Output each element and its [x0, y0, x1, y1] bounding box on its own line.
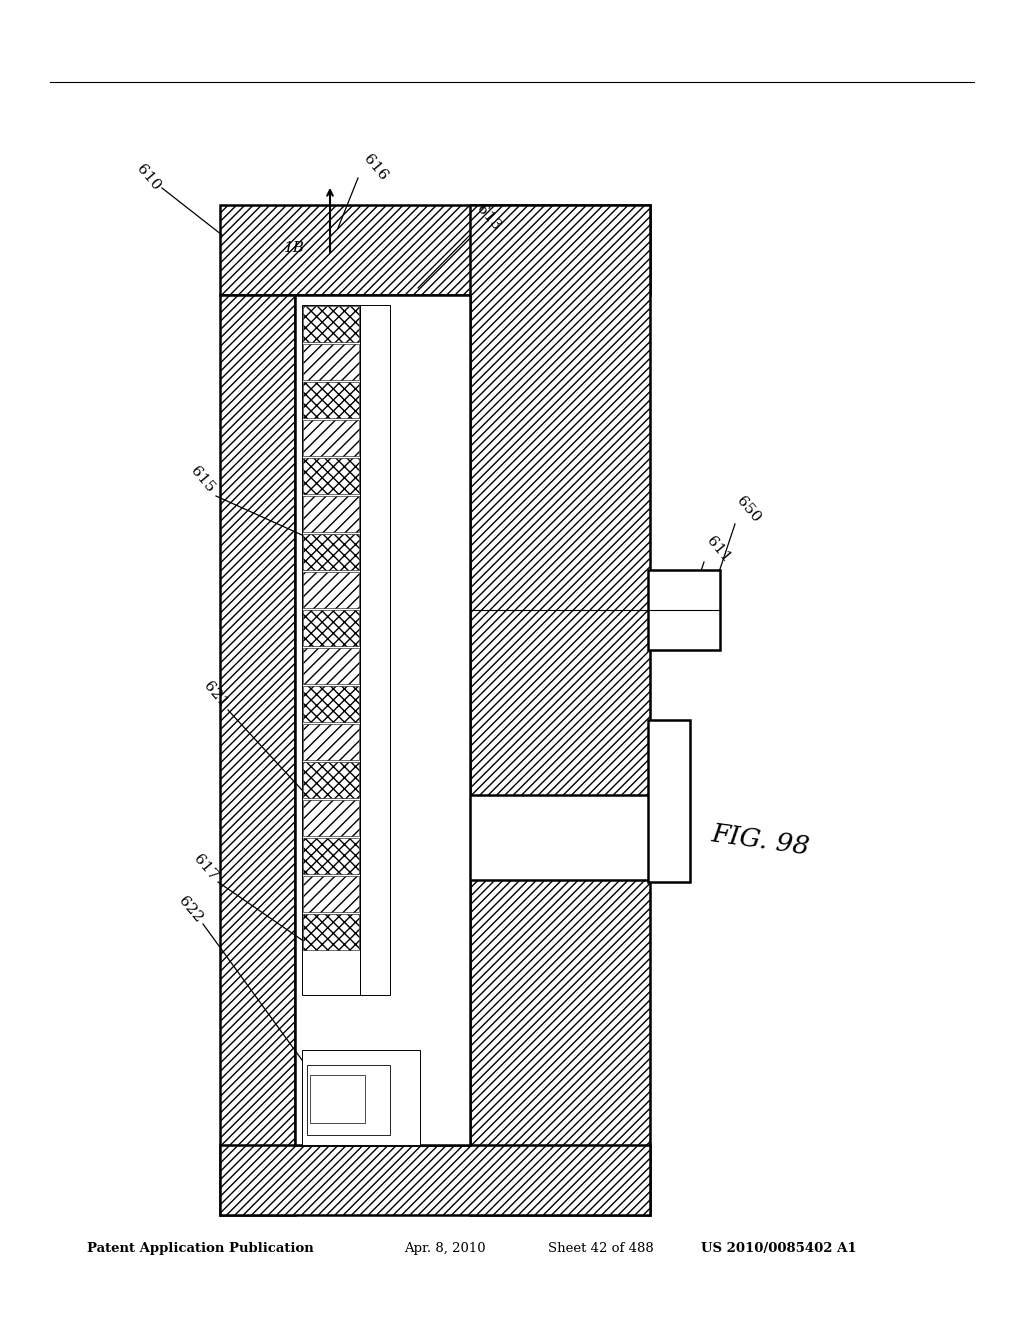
Text: 616: 616 [360, 152, 390, 183]
Bar [307, 1065, 390, 1135]
Bar [303, 876, 359, 912]
Bar [303, 610, 359, 645]
Bar [648, 570, 720, 649]
Text: Patent Application Publication: Patent Application Publication [87, 1242, 313, 1254]
Text: 650: 650 [733, 495, 763, 525]
Text: 610: 610 [133, 162, 163, 194]
Bar [302, 1049, 420, 1144]
Bar [303, 381, 359, 418]
Bar [360, 305, 390, 995]
Bar [220, 1144, 650, 1214]
Bar [310, 1074, 365, 1123]
Bar [303, 458, 359, 494]
Text: US 2010/0085402 A1: US 2010/0085402 A1 [701, 1242, 857, 1254]
Text: 617: 617 [190, 853, 220, 883]
Text: 622: 622 [175, 894, 205, 925]
Text: 615: 615 [187, 465, 217, 495]
Bar [303, 800, 359, 836]
Text: FIG. 98: FIG. 98 [710, 821, 811, 859]
Bar [470, 880, 650, 1214]
Bar [303, 535, 359, 570]
Text: 1B: 1B [284, 242, 305, 255]
Bar [648, 719, 690, 882]
Bar [295, 294, 470, 1144]
Bar [303, 420, 359, 455]
Bar [220, 205, 650, 294]
Bar [303, 686, 359, 722]
Text: 613: 613 [473, 202, 503, 234]
Bar [220, 294, 295, 1214]
Bar [303, 913, 359, 950]
Bar [303, 306, 359, 342]
Text: 611: 611 [703, 535, 733, 566]
Bar [303, 838, 359, 874]
Bar [303, 723, 359, 760]
Bar [470, 205, 650, 795]
Text: 621: 621 [201, 680, 229, 710]
Bar [303, 496, 359, 532]
Bar [303, 345, 359, 380]
Text: Apr. 8, 2010: Apr. 8, 2010 [404, 1242, 486, 1254]
Bar [303, 648, 359, 684]
Text: Sheet 42 of 488: Sheet 42 of 488 [548, 1242, 653, 1254]
Bar [303, 572, 359, 609]
Bar [302, 305, 360, 995]
Bar [303, 762, 359, 799]
